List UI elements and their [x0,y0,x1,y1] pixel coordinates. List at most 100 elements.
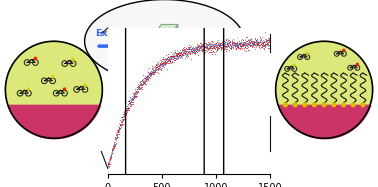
Point [161,64,167,67]
Point [128,100,134,103]
Point [137,87,143,90]
Point [204,42,210,45]
Circle shape [356,63,358,65]
Point [133,93,139,96]
Point [255,42,261,45]
Point [153,63,160,66]
Point [209,49,215,52]
Point [213,42,219,45]
Point [217,45,223,48]
Point [192,47,198,50]
Point [147,74,153,77]
Point [223,41,229,44]
Point [200,49,206,52]
Point [218,45,224,48]
Point [256,34,262,37]
Point [206,46,212,49]
Point [118,119,124,122]
Point [111,144,117,147]
Point [221,41,227,44]
Point [185,51,191,54]
Point [184,56,190,59]
Point [151,71,157,74]
Point [181,50,187,53]
Point [118,124,124,127]
Point [251,43,257,46]
Point [238,46,244,49]
Point [188,48,194,51]
Point [182,52,188,55]
Point [106,165,112,168]
Point [246,42,253,45]
Point [122,113,129,116]
Point [219,40,225,43]
Point [113,134,119,137]
Point [129,99,135,102]
Point [217,44,223,47]
Point [211,50,217,53]
Point [224,44,230,47]
Point [235,42,242,45]
Point [137,87,143,90]
Point [194,47,200,50]
Point [223,48,229,51]
Point [175,52,181,55]
Point [136,87,142,90]
Point [243,44,249,47]
Point [122,113,128,116]
Point [146,76,152,79]
Point [129,94,135,97]
Point [138,82,144,85]
Point [161,62,167,65]
Point [233,43,239,46]
Point [192,50,198,53]
Point [207,46,213,49]
Point [194,51,200,54]
Point [124,106,130,109]
Point [184,47,191,50]
Point [128,99,134,102]
Point [123,113,129,116]
Point [255,42,261,45]
Point [262,46,268,49]
Point [176,54,182,57]
Point [211,43,217,46]
Point [209,44,215,47]
Point [253,43,259,46]
Point [152,70,158,73]
Point [252,44,258,47]
Point [201,46,207,49]
Point [198,46,204,49]
Point [116,126,122,129]
Point [193,46,199,49]
Point [148,72,154,75]
Point [160,56,166,59]
Point [235,45,241,48]
Point [106,159,112,162]
Point [153,66,160,69]
Point [143,77,149,80]
Point [147,73,153,76]
Circle shape [313,103,316,107]
Point [129,102,135,105]
Point [242,39,248,42]
Point [225,42,231,45]
Circle shape [5,41,102,138]
Point [193,45,199,48]
Point [147,70,153,73]
Point [149,69,155,72]
Point [122,112,128,115]
Circle shape [361,103,365,107]
Point [206,43,212,46]
Point [189,47,195,50]
Point [204,49,210,52]
Point [213,42,219,45]
Point [125,105,131,108]
Point [107,159,113,162]
Point [228,45,234,48]
Point [225,44,231,47]
Point [194,42,200,45]
Point [180,50,186,53]
Point [188,50,194,53]
Point [112,144,118,147]
